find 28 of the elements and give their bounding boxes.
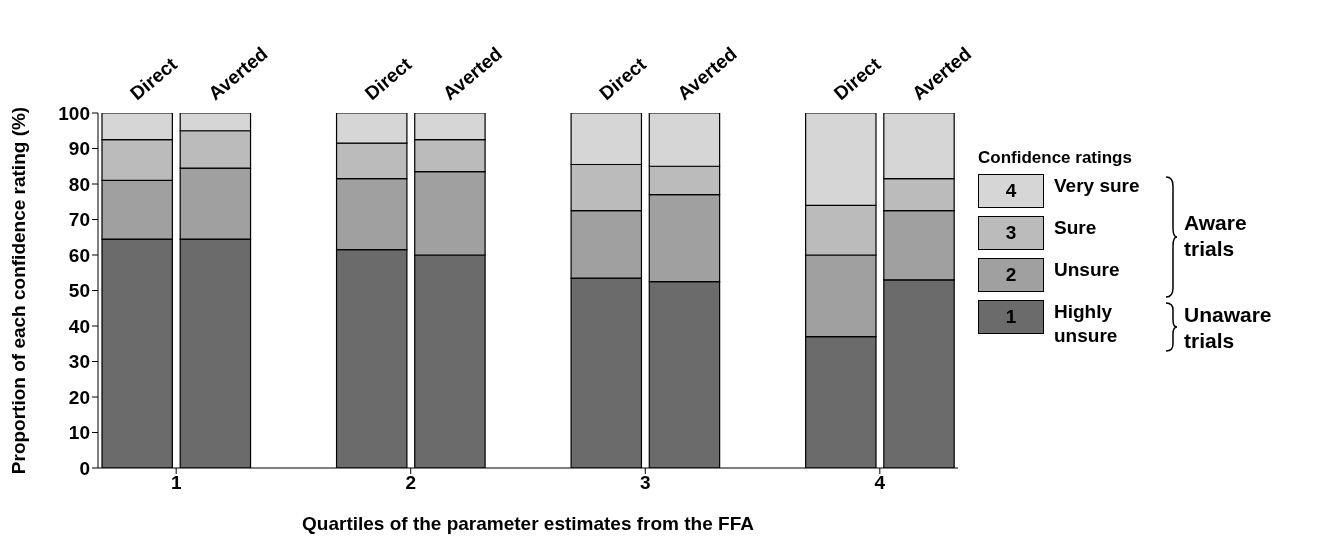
- legend-label: Highly unsure: [1054, 300, 1119, 348]
- legend-title: Confidence ratings: [978, 148, 1133, 168]
- y-tick-label: 80: [68, 173, 90, 195]
- text: 2: [405, 472, 417, 494]
- y-axis-title: Proportion of each confidence rating (%): [7, 106, 29, 475]
- text: Aware trials: [1184, 210, 1248, 262]
- text: 2: [978, 258, 1044, 292]
- text: 1: [170, 472, 182, 494]
- legend-label: Unsure: [1054, 258, 1121, 282]
- legend-label: Sure: [1054, 216, 1098, 240]
- text: Unaware trials: [1184, 302, 1273, 354]
- y-tick-label: 100: [58, 102, 90, 124]
- y-tick-label: 10: [68, 422, 90, 444]
- y-tick-label: 0: [79, 457, 90, 479]
- y-tick-label: 30: [68, 351, 90, 373]
- y-tick-label: 40: [68, 315, 90, 337]
- text: 1: [978, 300, 1044, 334]
- text: 4: [874, 472, 886, 494]
- text: 3: [639, 472, 651, 494]
- y-tick-label: 70: [68, 209, 90, 231]
- x-axis-title: Quartiles of the parameter estimates from the FFA: [302, 513, 755, 534]
- text: 4: [978, 174, 1044, 208]
- text: 3: [978, 216, 1044, 250]
- y-tick-label: 60: [68, 244, 90, 266]
- y-tick-label: 20: [68, 386, 90, 408]
- y-tick-label: 50: [68, 280, 90, 302]
- y-tick-label: 90: [68, 138, 90, 160]
- legend-label: Very sure: [1054, 174, 1141, 198]
